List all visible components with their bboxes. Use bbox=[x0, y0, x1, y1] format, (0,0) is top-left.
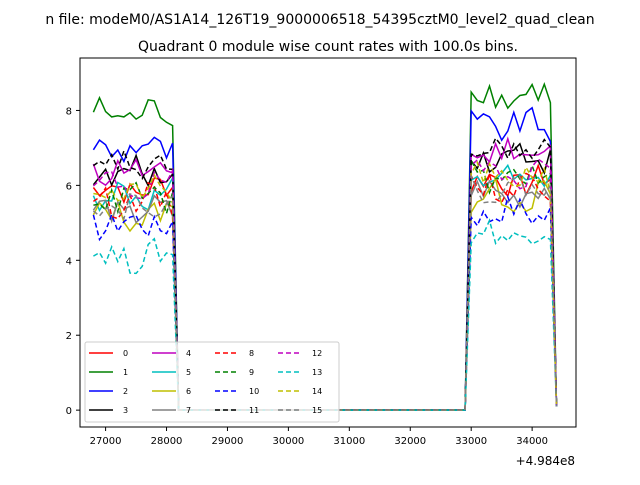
figure-suptitle: n file: modeM0/AS1A14_126T19_9000006518_… bbox=[45, 12, 594, 28]
x-tick-label: 32000 bbox=[394, 436, 426, 447]
y-tick-label: 0 bbox=[66, 406, 72, 417]
x-tick-label: 29000 bbox=[212, 436, 244, 447]
legend-label-11: 11 bbox=[249, 406, 259, 415]
y-tick-label: 4 bbox=[66, 256, 72, 267]
legend-box bbox=[84, 341, 340, 423]
x-axis: 27000 28000 29000 30000 31000 32000 33000 34000 bbox=[90, 427, 548, 447]
legend-label-8: 8 bbox=[249, 349, 254, 358]
x-offset-label: +4.984e8 bbox=[516, 454, 575, 468]
legend-label-7: 7 bbox=[186, 406, 191, 415]
legend-label-9: 9 bbox=[249, 368, 254, 377]
x-tick-label: 34000 bbox=[516, 436, 548, 447]
x-tick-label: 31000 bbox=[333, 436, 365, 447]
legend-label-3: 3 bbox=[123, 406, 128, 415]
legend-label-5: 5 bbox=[186, 368, 191, 377]
x-tick-label: 28000 bbox=[151, 436, 183, 447]
legend-label-6: 6 bbox=[186, 387, 191, 396]
y-tick-label: 8 bbox=[66, 106, 72, 117]
chart-title: Quadrant 0 module wise count rates with … bbox=[138, 39, 518, 55]
x-tick-label: 27000 bbox=[90, 436, 122, 447]
legend-label-12: 12 bbox=[312, 349, 322, 358]
y-axis: 0 2 4 6 8 bbox=[66, 106, 80, 417]
legend-label-0: 0 bbox=[123, 349, 128, 358]
y-tick-label: 2 bbox=[66, 331, 72, 342]
series-line-10 bbox=[92, 194, 558, 411]
legend-label-14: 14 bbox=[312, 387, 322, 396]
plot-frame bbox=[79, 57, 577, 428]
series-line-11 bbox=[92, 136, 558, 411]
y-tick-label: 6 bbox=[66, 181, 72, 192]
legend-label-4: 4 bbox=[186, 349, 191, 358]
legend-label-2: 2 bbox=[123, 387, 128, 396]
legend-label-1: 1 bbox=[123, 368, 128, 377]
legend-label-10: 10 bbox=[249, 387, 259, 396]
x-tick-label: 30000 bbox=[272, 436, 304, 447]
legend-label-15: 15 bbox=[312, 406, 322, 415]
legend-label-13: 13 bbox=[312, 368, 322, 377]
x-tick-label: 33000 bbox=[455, 436, 487, 447]
